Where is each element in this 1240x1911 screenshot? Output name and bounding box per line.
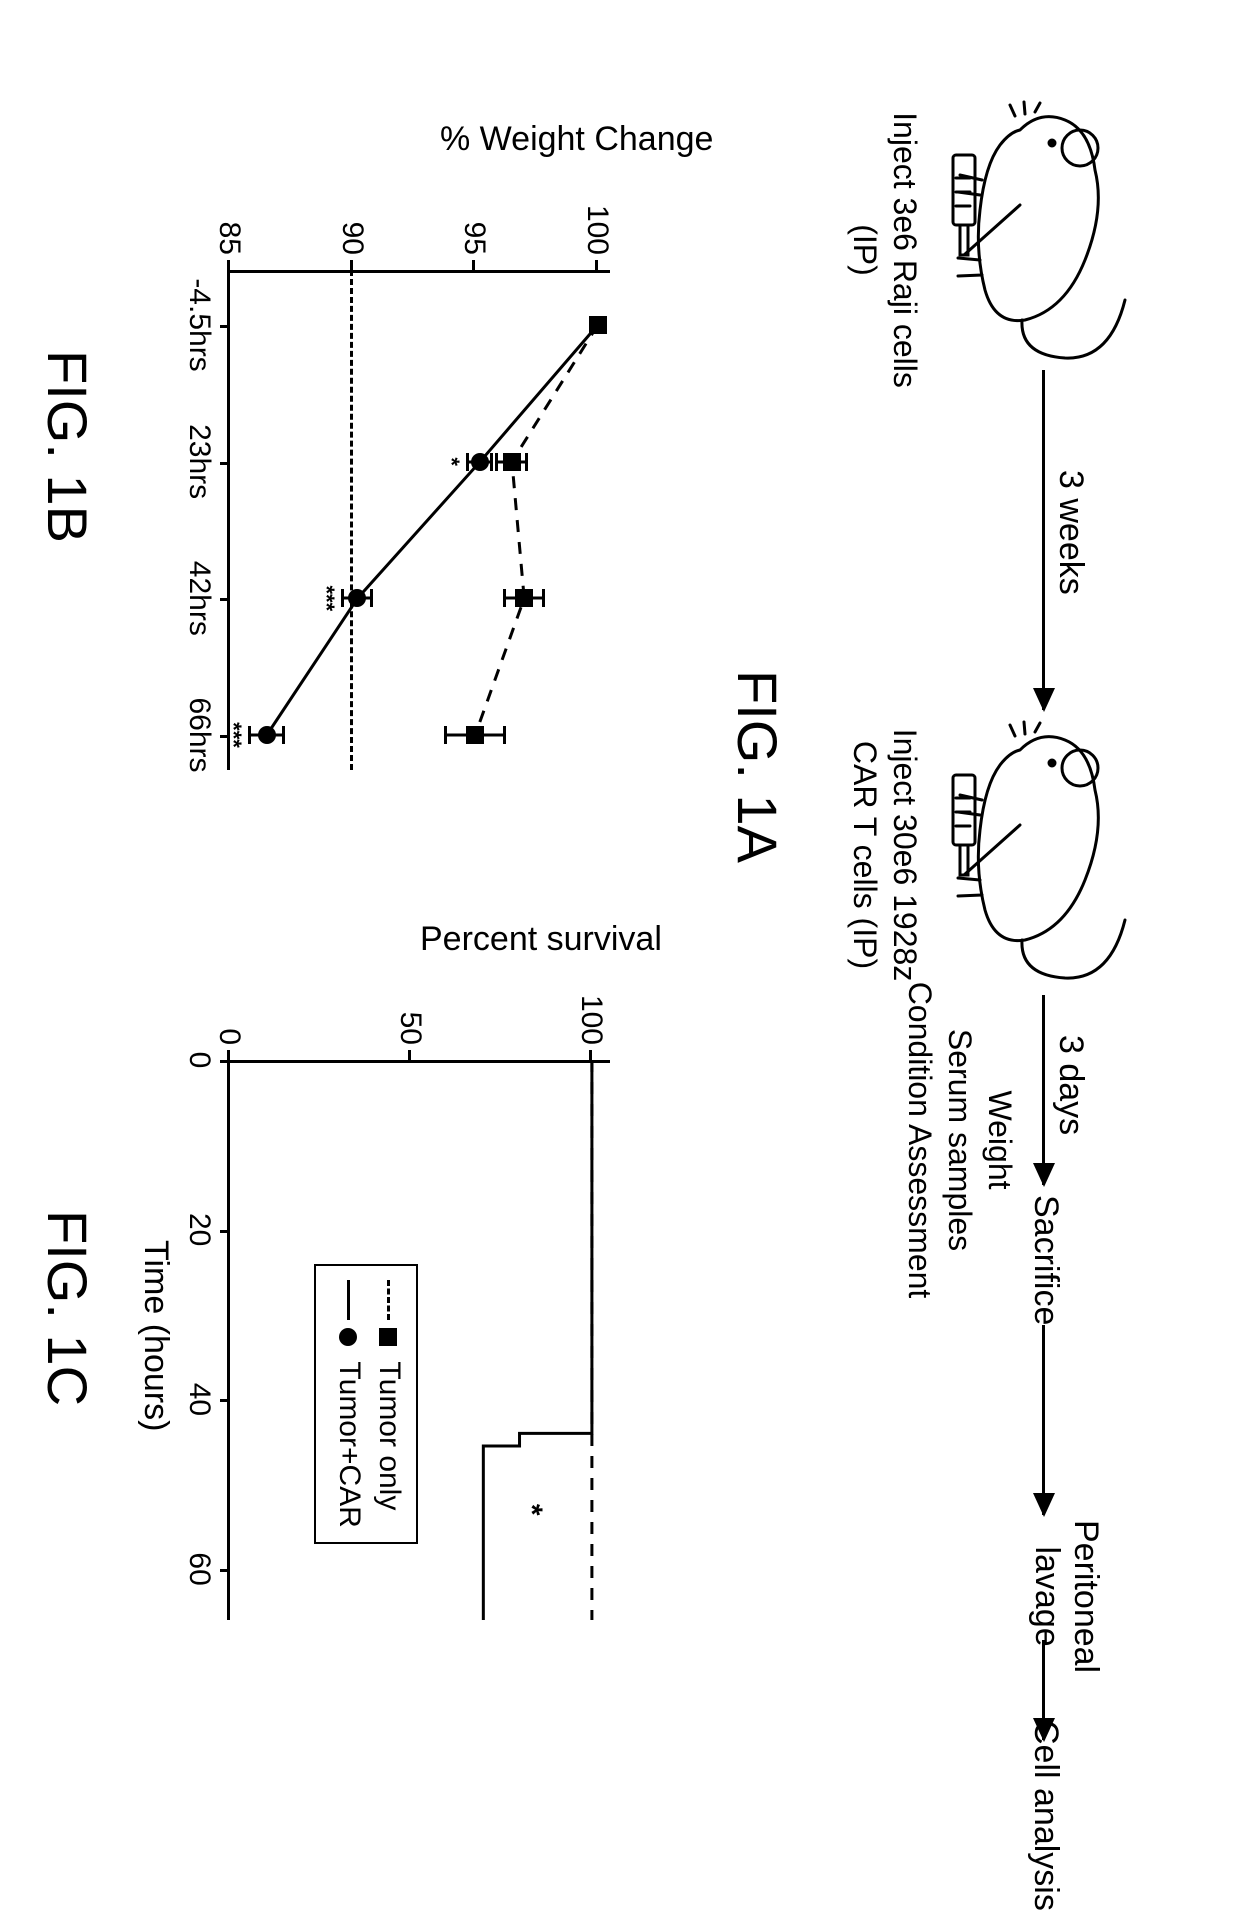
mouse-illustration-2	[950, 720, 1140, 980]
y-axis-title-1b: % Weight Change	[440, 120, 713, 159]
sub-assess: Weight Serum samples Condition Assessmen…	[900, 980, 1020, 1300]
step-sacrifice: Sacrifice	[1026, 1195, 1065, 1325]
arrow2-label: 3 days	[1051, 1035, 1090, 1135]
legend-row: Tumor+CAR	[332, 1280, 366, 1528]
legend-label: Tumor+CAR	[333, 1354, 366, 1528]
circle-marker	[258, 726, 276, 744]
significance-stars: ***	[313, 585, 339, 611]
fig-1c-chart: 0501000204060Percent survivalTime (hours…	[160, 960, 640, 1660]
arrow1-label: 3 weeks	[1051, 470, 1090, 595]
arrow-3weeks	[1042, 370, 1045, 710]
circle-marker	[589, 316, 607, 334]
circle-marker	[471, 453, 489, 471]
legend-label: Tumor only	[373, 1354, 406, 1511]
fig1b-caption: FIG. 1B	[35, 350, 100, 543]
arrow-lavage	[1042, 1325, 1045, 1515]
survival-line	[210, 960, 640, 1640]
errorbar-cap	[341, 589, 344, 607]
fig1c-caption: FIG. 1C	[35, 1210, 100, 1406]
step-analysis: Cell analysis	[1026, 1720, 1065, 1911]
errorbar-cap	[466, 453, 469, 471]
significance-stars: *	[438, 457, 464, 466]
fig-1b-chart: 859095100-4.5hrs23hrs42hrs66hrs% Weight …	[160, 170, 640, 790]
fig-1a-panel: 3 weeks 3 days Inject 3e6 Raji cells (IP…	[780, 80, 1180, 1780]
mouse-illustration-1	[950, 100, 1140, 360]
significance-stars: ***	[220, 722, 246, 748]
legend-line-icon	[387, 1280, 390, 1320]
fig1a-caption: FIG. 1A	[725, 670, 790, 863]
rotated-figure-page: 3 weeks 3 days Inject 3e6 Raji cells (IP…	[0, 0, 1240, 1818]
series-line	[210, 170, 640, 790]
y-axis-title-1c: Percent survival	[420, 920, 662, 959]
mouse1-label: Inject 3e6 Raji cells (IP)	[845, 100, 925, 400]
errorbar-cap	[248, 726, 251, 744]
errorbar-cap	[490, 453, 493, 471]
arrow-3days	[1042, 995, 1045, 1185]
errorbar-cap	[282, 726, 285, 744]
circle-icon	[339, 1328, 357, 1346]
square-icon	[379, 1328, 397, 1346]
legend-line-icon	[347, 1280, 350, 1320]
legend-1c: Tumor only Tumor+CAR	[314, 1264, 418, 1544]
step-lavage: Peritoneal lavage	[1027, 1520, 1105, 1673]
x-axis-title-1c: Time (hours)	[136, 1240, 175, 1431]
legend-row: Tumor only	[372, 1280, 406, 1528]
circle-marker	[348, 589, 366, 607]
mouse2-label: Inject 30e6 1928z CAR T cells (IP)	[845, 695, 925, 1015]
errorbar-cap	[370, 589, 373, 607]
significance-star-1c: *	[514, 1504, 548, 1516]
